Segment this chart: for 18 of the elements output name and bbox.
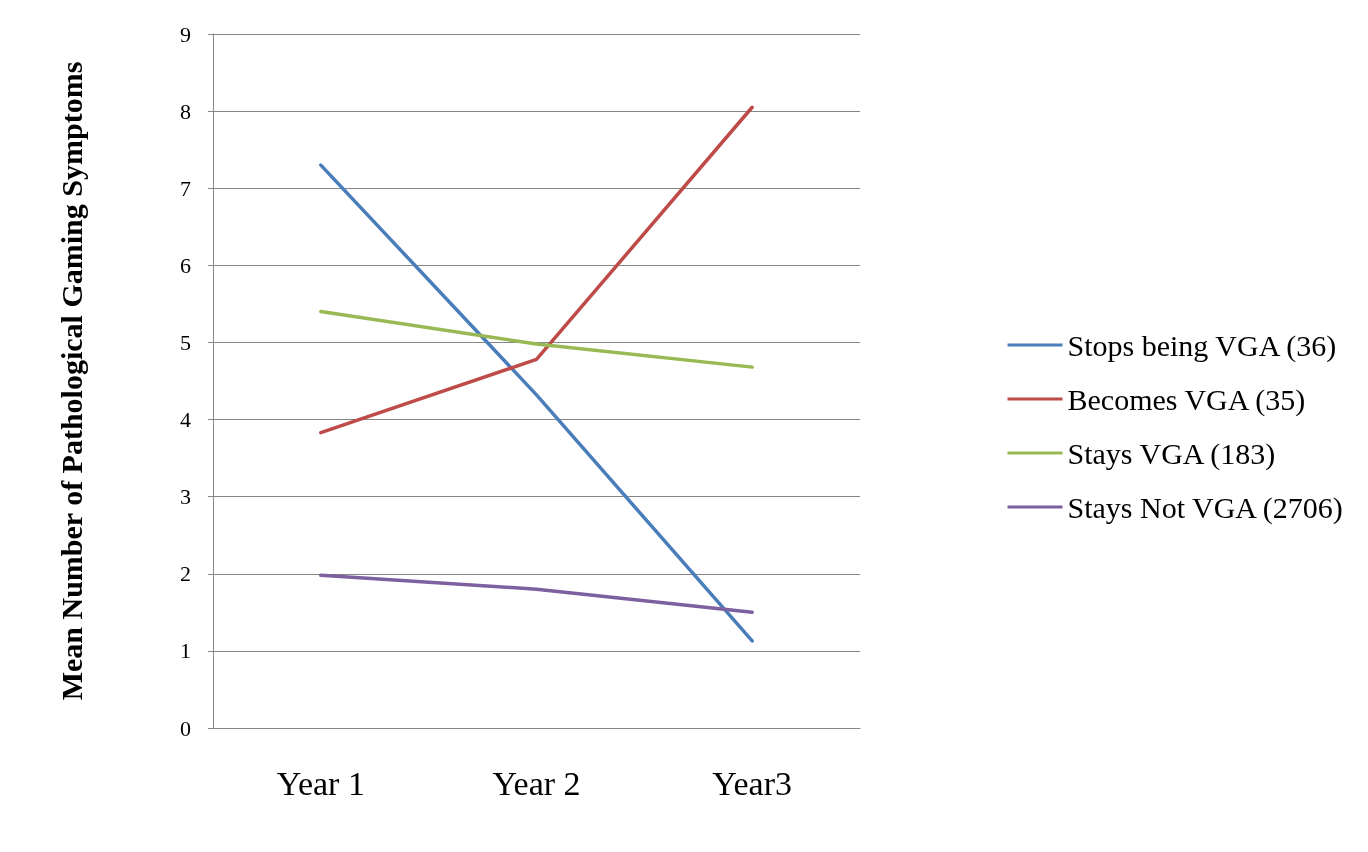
y-tick-label: 9 xyxy=(180,21,191,47)
legend-label: Becomes VGA (35) xyxy=(1067,382,1306,417)
y-tick-label: 8 xyxy=(180,98,191,124)
x-tick-label: Year3 xyxy=(712,764,792,802)
x-tick-label: Year 2 xyxy=(492,764,581,802)
y-tick-label: 2 xyxy=(180,561,191,587)
y-tick-label: 0 xyxy=(180,715,191,741)
y-tick-label: 5 xyxy=(180,329,191,355)
legend-label: Stops being VGA (36) xyxy=(1067,328,1337,363)
legend-label: Stays Not VGA (2706) xyxy=(1067,490,1343,525)
y-tick-label: 1 xyxy=(180,638,191,664)
y-tick-label: 4 xyxy=(180,407,191,433)
y-tick-label: 3 xyxy=(180,484,191,510)
x-tick-label: Year 1 xyxy=(276,764,365,802)
legend-label: Stays VGA (183) xyxy=(1067,436,1276,471)
y-tick-label: 7 xyxy=(180,175,191,201)
y-axis-title: Mean Number of Pathological Gaming Symptoms xyxy=(54,61,88,701)
y-tick-label: 6 xyxy=(180,252,191,278)
